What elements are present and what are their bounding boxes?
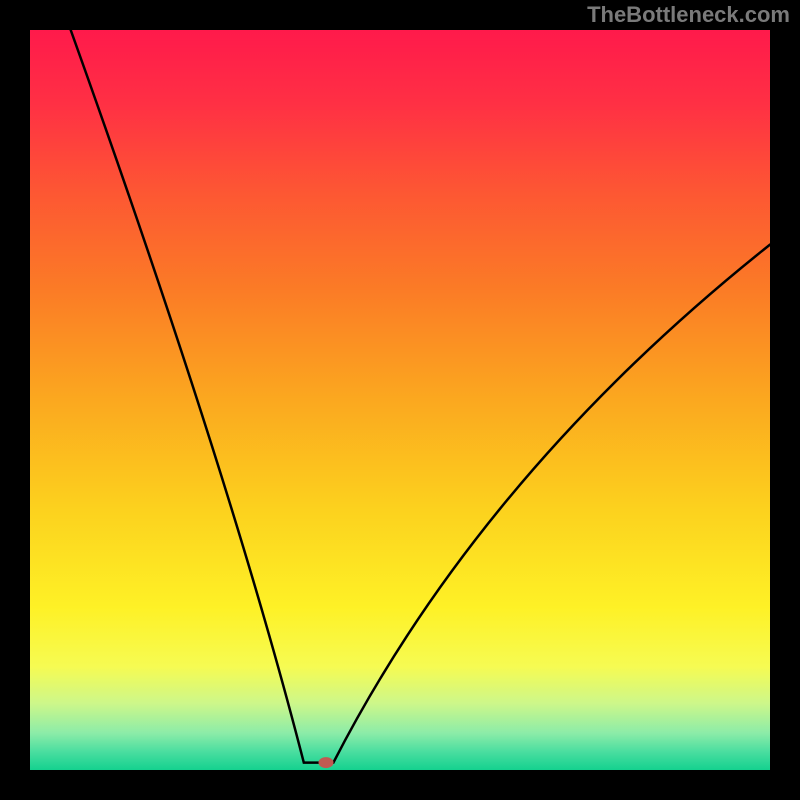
optimum-marker <box>319 758 333 768</box>
chart-frame: TheBottleneck.com <box>0 0 800 800</box>
bottleneck-chart <box>0 0 800 800</box>
watermark-text: TheBottleneck.com <box>587 2 790 28</box>
plot-background <box>30 30 770 770</box>
